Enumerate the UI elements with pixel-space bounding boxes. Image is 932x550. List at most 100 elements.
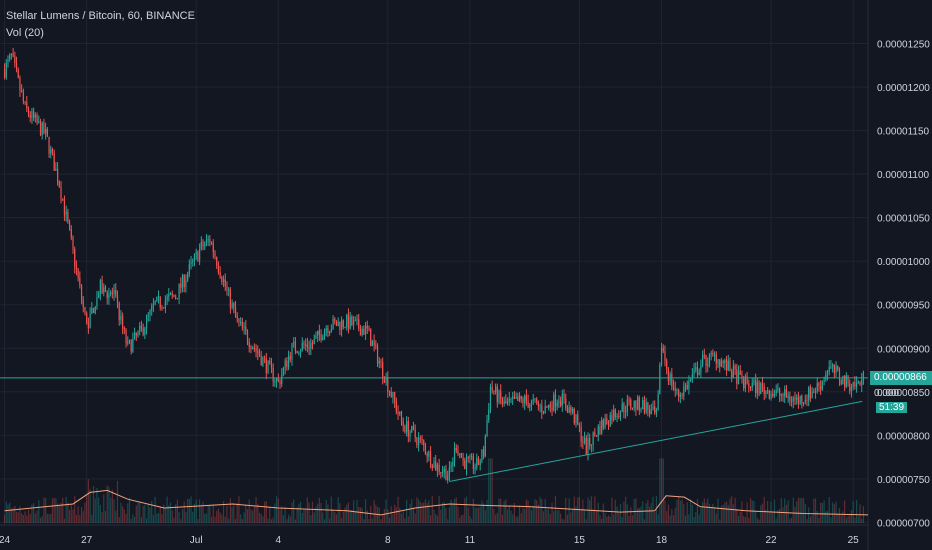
candle-body [672,386,675,389]
volume-bar [794,506,796,523]
candle-body [623,403,625,413]
volume-bar [590,496,593,523]
price-axis[interactable]: 0.00001250 0.00001200 0.00001150 0.00001100… [877,40,930,530]
volume-bar [768,512,770,523]
volume-bar [178,512,180,523]
symbol-title[interactable]: Stellar Lumens / Bitcoin, 60, BINANCE [6,10,195,22]
volume-bar [761,503,764,523]
volume-bar [532,505,534,523]
volume-bar [394,504,396,523]
volume-bar [200,506,202,523]
candle-body [587,438,589,455]
volume-bar [190,496,192,523]
volume-bar [763,496,765,523]
volume-bar [683,504,685,523]
volume-bar [640,506,642,523]
candle-body [536,398,538,403]
candle-body [713,354,716,356]
price-tick-label: 0.00001250 [877,40,930,51]
volume-bar [354,511,356,523]
volume-bar [506,509,509,523]
candle-body [582,441,584,443]
candle-body [216,256,218,266]
candle-body [147,314,149,317]
candle-body [789,395,791,402]
volume-bar [245,504,247,523]
candle-body [804,399,806,403]
candle-body [844,376,846,387]
volume-bar [453,499,456,523]
countdown-price-value: 0.000 [874,387,900,399]
volume-bar [549,514,551,523]
candle-body [45,128,47,134]
volume-bar [161,514,163,523]
candle-body [506,401,509,404]
volume-bar [98,497,100,523]
candle-body [594,432,596,436]
candle-body [690,379,692,381]
volume-bar [334,512,336,523]
volume-bar [29,514,31,523]
volume-bar [820,502,822,523]
candle-body [527,401,529,408]
candle-body [3,69,6,78]
volume-bar [36,510,38,523]
candle-body [399,411,401,415]
volume-bar [217,508,220,523]
volume-bar [139,501,141,523]
volume-bar [814,498,817,523]
candle-body [168,294,170,297]
volume-bar [258,512,261,523]
volume-bar [575,506,577,523]
candle-body [187,273,189,281]
volume-bar [727,505,729,523]
volume-bar [570,512,572,523]
candle-body [489,386,492,410]
volume-bar [695,512,697,523]
candle-body [467,457,469,459]
candle-body [356,319,358,321]
volume-bar [631,515,634,523]
volume-bar [327,504,329,523]
candle-body [323,330,326,338]
volume-bar [175,504,177,523]
volume-bar [498,498,500,523]
volume-indicator-label[interactable]: Vol (20) [6,27,44,39]
candle-body [12,53,14,57]
candle-body [197,251,199,261]
time-axis[interactable]: 24 27 Jul 4 8 11 15 18 22 25 [0,535,859,546]
volume-bar [464,498,466,523]
volume-bar [500,498,502,523]
volume-bar [546,509,548,523]
volume-bar [582,499,584,523]
volume-bar [604,513,606,523]
volume-bar [525,499,527,523]
candle-body [429,451,432,466]
volume-bar [176,499,178,523]
candle-body [755,380,757,394]
price-tick-label: 0.00000750 [877,475,930,486]
time-tick-label: 25 [848,535,860,546]
volume-bar [825,511,827,523]
candle-body [546,406,548,408]
volume-bar [501,514,504,523]
candle-body [149,309,151,315]
volume-bar [418,499,420,523]
volume-bar [551,502,553,523]
candle-body [33,111,35,118]
volume-bar [566,514,569,523]
volume-bar [702,502,704,523]
volume-bar [342,511,344,523]
volume-bar [34,513,36,523]
candlestick-series[interactable] [3,47,865,484]
volume-bar [392,513,394,523]
candle-body [279,381,281,385]
volume-bar [149,507,151,523]
volume-bar [676,499,678,523]
candle-body [758,382,760,395]
candle-body [768,390,770,399]
volume-bar [79,515,81,523]
candle-body [688,380,690,389]
candle-body [294,341,297,352]
